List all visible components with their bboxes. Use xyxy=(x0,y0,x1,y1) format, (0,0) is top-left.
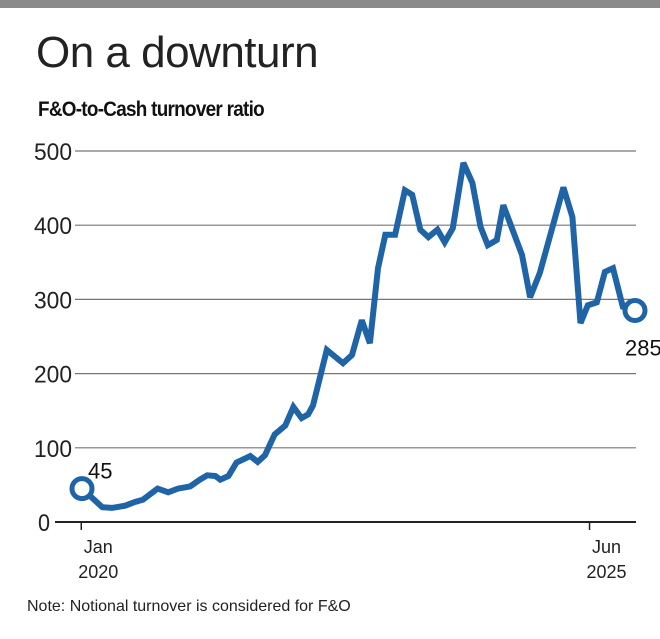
y-tick-label: 200 xyxy=(34,362,72,389)
x-tick-label-year: 2020 xyxy=(78,562,118,582)
x-tick-label-month: Jan xyxy=(84,537,113,557)
data-label: 285 xyxy=(625,336,660,361)
series-line xyxy=(79,161,636,511)
x-tick-label-month: Jun xyxy=(592,537,621,557)
x-tick-label-year: 2025 xyxy=(587,562,627,582)
endpoint-marker xyxy=(69,476,95,502)
y-tick-label: 500 xyxy=(34,139,72,166)
y-tick-label: 400 xyxy=(34,213,72,240)
chart-title: On a downturn xyxy=(36,28,319,77)
top-bar xyxy=(0,0,660,8)
line-chart: 0 100 200 300 400 500 Jan 2020 Jun 2025 45 285 xyxy=(34,139,660,582)
chart-subtitle: F&O-to-Cash turnover ratio xyxy=(38,98,265,121)
data-label: 45 xyxy=(88,459,112,484)
y-tick-label: 0 xyxy=(38,510,50,537)
y-tick-label: 100 xyxy=(34,436,72,463)
footnote: Note: Notional turnover is considered fo… xyxy=(27,598,351,615)
endpoint-marker xyxy=(622,298,648,324)
y-tick-label: 300 xyxy=(34,287,72,314)
